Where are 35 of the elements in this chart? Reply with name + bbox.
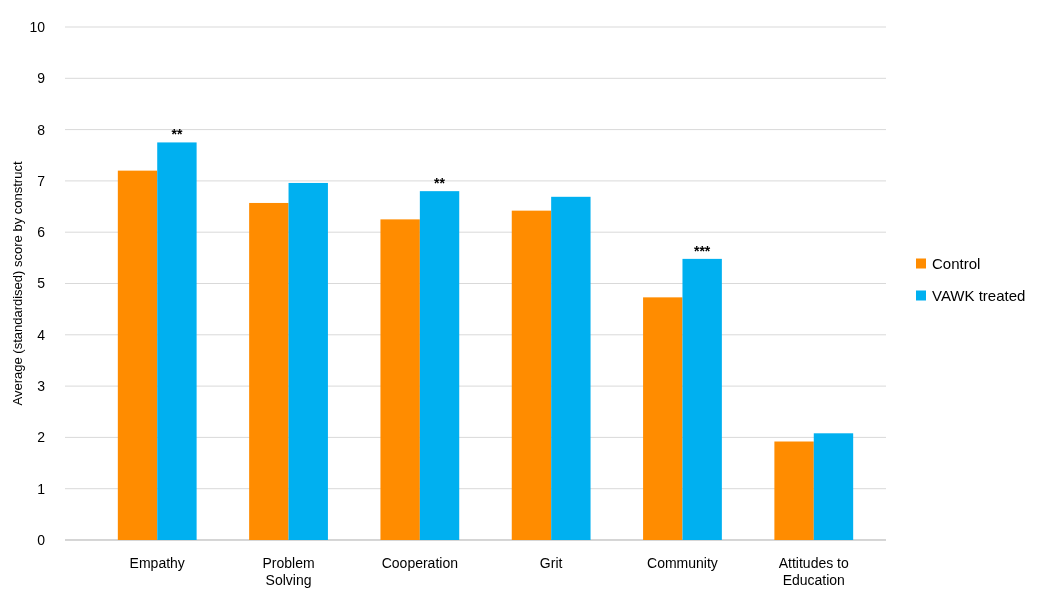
x-tick-label: Cooperation [381,555,458,571]
y-tick-label: 4 [37,326,46,343]
annotation: *** [693,242,711,259]
bar [157,142,197,540]
bar [774,441,814,540]
y-tick-label: 2 [37,429,46,446]
legend-label: VAWK treated [932,286,1026,304]
y-tick-label: 7 [37,172,46,189]
x-tick-label: Empathy [129,555,185,571]
x-tick-label: Attitudes to Education [778,555,850,588]
bar [117,170,158,540]
bar [551,196,591,540]
y-tick-label: 10 [29,18,46,35]
bar [682,258,722,540]
bar [813,433,854,540]
y-tick-label: 5 [37,275,46,292]
y-tick-label: 1 [37,480,46,497]
y-tick-label: 8 [37,121,46,138]
bar [249,202,289,540]
y-axis-title: Average (standardised) score by construct [10,161,25,406]
y-tick-label: 0 [37,531,46,548]
annotation: ** [171,126,183,143]
bar [643,297,683,540]
annotation: ** [434,175,446,192]
y-tick-label: 6 [37,224,46,241]
y-tick-label: 9 [37,70,46,87]
bar [511,210,552,540]
x-tick-label: Community [647,555,718,571]
y-tick-label: 3 [37,378,46,394]
bar [288,182,328,540]
legend-label: Control [932,254,981,272]
bar [419,191,460,540]
x-tick-label: Grit [539,555,563,571]
bar [380,219,420,540]
x-tick-label: Problem Solving [262,555,315,588]
